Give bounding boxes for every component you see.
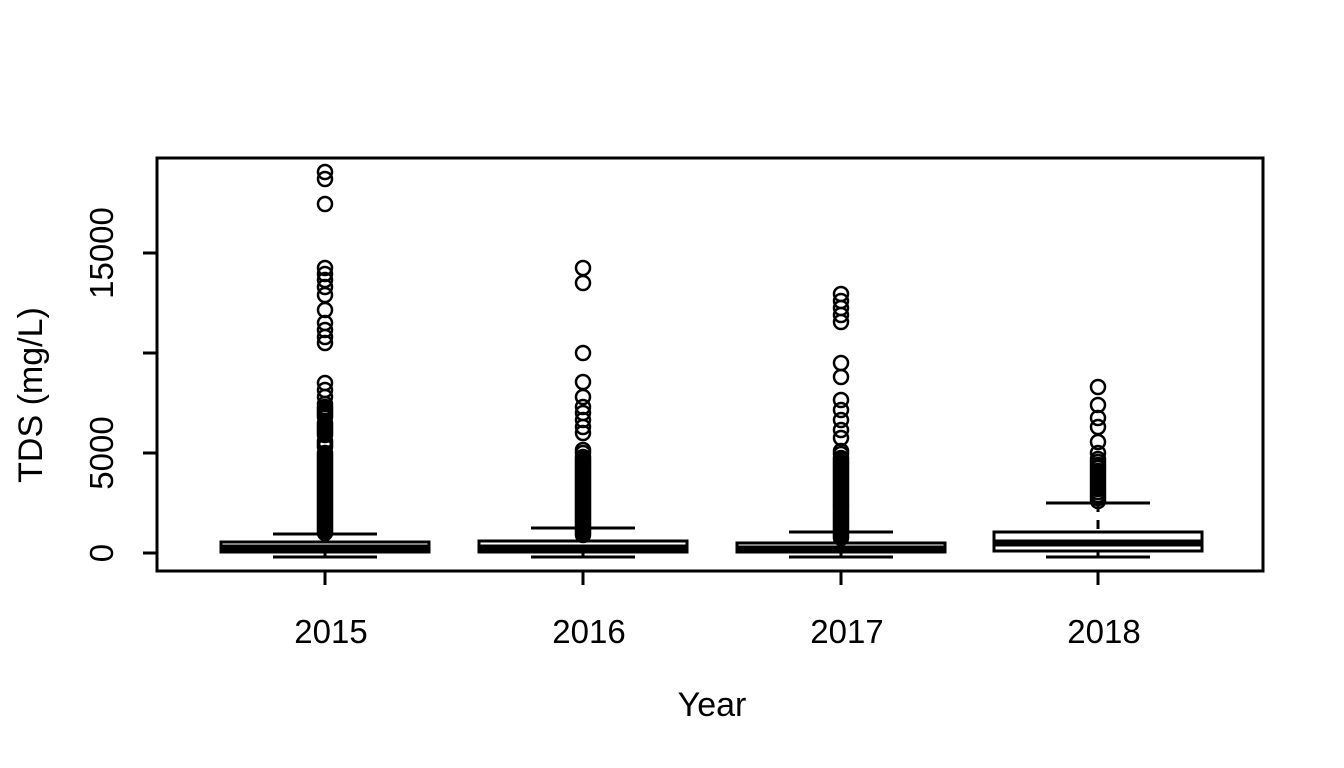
outlier-point bbox=[574, 398, 592, 416]
outlier-point bbox=[832, 429, 850, 447]
outlier-point bbox=[574, 344, 592, 362]
outlier-point bbox=[832, 285, 850, 303]
outlier-point bbox=[574, 404, 592, 422]
outlier-point bbox=[316, 195, 334, 213]
outlier-point bbox=[316, 321, 334, 339]
outlier-point bbox=[574, 373, 592, 391]
outlier-point bbox=[832, 401, 850, 419]
x-tick-label: 2017 bbox=[810, 613, 883, 650]
outlier-point bbox=[316, 374, 334, 392]
outlier-point bbox=[832, 354, 850, 372]
y-tick-label: 0 bbox=[83, 544, 120, 562]
outlier-point bbox=[574, 441, 592, 459]
outlier-point bbox=[832, 292, 850, 310]
outlier-point bbox=[1089, 378, 1107, 396]
plot-area: 0 5000 15000 2015 2016 2017 2018 bbox=[83, 156, 1265, 650]
x-tick-label: 2016 bbox=[552, 613, 625, 650]
outlier-point bbox=[832, 368, 850, 386]
outlier-point bbox=[832, 421, 850, 439]
outlier-point bbox=[832, 391, 850, 409]
plot-border bbox=[155, 156, 1265, 573]
y-axis-title: TDS (mg/L) bbox=[12, 307, 50, 483]
outlier-point bbox=[316, 381, 334, 399]
outlier-point bbox=[1089, 444, 1107, 462]
outlier-point bbox=[316, 163, 334, 181]
outlier-point bbox=[316, 170, 334, 188]
y-tick-label: 5000 bbox=[83, 416, 120, 489]
x-axis-title: Year bbox=[678, 686, 747, 724]
outlier-point bbox=[316, 444, 334, 462]
outlier-point bbox=[316, 259, 334, 277]
outlier-point bbox=[574, 259, 592, 277]
outlier-point bbox=[1089, 396, 1107, 414]
x-tick-label: 2018 bbox=[1067, 613, 1140, 650]
outlier-point bbox=[1089, 418, 1107, 436]
x-tick-label: 2015 bbox=[294, 613, 367, 650]
outlier-point bbox=[1089, 450, 1107, 468]
outlier-point bbox=[316, 271, 334, 289]
outlier-point bbox=[316, 265, 334, 283]
outlier-point bbox=[574, 274, 592, 292]
y-tick-label: 15000 bbox=[83, 207, 120, 299]
outlier-point bbox=[832, 411, 850, 429]
outlier-point bbox=[574, 388, 592, 406]
